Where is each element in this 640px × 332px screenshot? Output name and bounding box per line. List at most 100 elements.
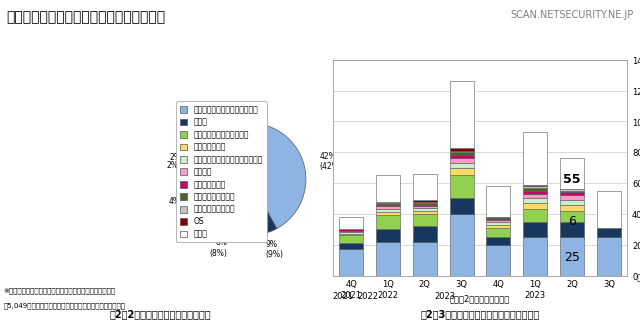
Text: 3%: 3% bbox=[0, 331, 1, 332]
Bar bbox=[413, 242, 436, 276]
Text: 55: 55 bbox=[563, 174, 580, 187]
Bar bbox=[413, 214, 436, 226]
Text: 25: 25 bbox=[564, 251, 580, 264]
Text: 2%: 2% bbox=[0, 331, 1, 332]
Bar bbox=[486, 218, 510, 220]
Bar bbox=[524, 194, 547, 199]
Text: 図2－3．四半期ごとの製品種類別届出件数: 図2－3．四半期ごとの製品種類別届出件数 bbox=[420, 309, 540, 319]
Bar bbox=[450, 175, 474, 199]
Bar bbox=[597, 228, 621, 237]
Bar bbox=[413, 200, 436, 202]
Bar bbox=[524, 222, 547, 237]
Bar bbox=[486, 228, 510, 237]
Bar bbox=[560, 211, 584, 222]
Wedge shape bbox=[246, 179, 276, 236]
Bar bbox=[524, 186, 547, 188]
Text: ソフトウェア製品の製品種類別の届出状況: ソフトウェア製品の製品種類別の届出状況 bbox=[6, 10, 166, 24]
Text: ※その他には、データベース、携帯機器などがあります。: ※その他には、データベース、携帯機器などがあります。 bbox=[3, 287, 115, 294]
Bar bbox=[339, 229, 363, 231]
Bar bbox=[450, 148, 474, 151]
Text: 2%: 2% bbox=[167, 161, 179, 170]
Bar bbox=[486, 225, 510, 228]
Bar bbox=[450, 158, 474, 163]
Bar bbox=[560, 205, 584, 211]
Bar bbox=[560, 196, 584, 200]
Legend: ウェブアプリケーションソフト, ルータ, スマートフォン向けアプリ, グループウェア, アプリケーション開発・実行環境, 情報家電, ウェブブラウザ, ファイル: ウェブアプリケーションソフト, ルータ, スマートフォン向けアプリ, グループウ… bbox=[176, 102, 267, 242]
Text: 5%: 5% bbox=[190, 229, 202, 238]
Wedge shape bbox=[220, 179, 250, 235]
Bar bbox=[560, 158, 584, 189]
Bar bbox=[413, 226, 436, 242]
Text: 6: 6 bbox=[568, 215, 576, 228]
Bar bbox=[376, 205, 400, 206]
Bar bbox=[450, 168, 474, 175]
Bar bbox=[376, 215, 400, 229]
Bar bbox=[524, 191, 547, 194]
Text: （過去2年間の届出内訳）: （過去2年間の届出内訳） bbox=[450, 295, 510, 304]
Bar bbox=[450, 81, 474, 148]
Text: 42%
(42%): 42% (42%) bbox=[319, 152, 342, 171]
Bar bbox=[450, 214, 474, 276]
Bar bbox=[524, 185, 547, 186]
Wedge shape bbox=[195, 159, 250, 179]
Bar bbox=[560, 222, 584, 237]
Bar bbox=[450, 163, 474, 168]
Bar bbox=[524, 209, 547, 222]
Wedge shape bbox=[195, 179, 250, 203]
Bar bbox=[560, 192, 584, 196]
Text: SCAN.NETSECURITY.NE.JP: SCAN.NETSECURITY.NE.JP bbox=[510, 10, 634, 20]
Text: 4%: 4% bbox=[169, 197, 181, 206]
Bar bbox=[413, 174, 436, 200]
Text: 2021: 2021 bbox=[332, 292, 353, 301]
Text: 4%: 4% bbox=[177, 213, 189, 222]
Text: 8%
(8%): 8% (8%) bbox=[209, 238, 227, 258]
Bar bbox=[450, 199, 474, 214]
Bar bbox=[339, 231, 363, 232]
Bar bbox=[339, 249, 363, 276]
Bar bbox=[376, 242, 400, 276]
Bar bbox=[560, 189, 584, 191]
Bar bbox=[450, 152, 474, 155]
Wedge shape bbox=[206, 179, 250, 227]
Bar bbox=[486, 245, 510, 276]
Bar bbox=[339, 234, 363, 235]
Bar bbox=[597, 191, 621, 228]
Bar bbox=[524, 199, 547, 203]
Text: 2022: 2022 bbox=[358, 292, 378, 301]
Text: 2023: 2023 bbox=[434, 292, 456, 301]
Bar bbox=[450, 155, 474, 158]
Bar bbox=[376, 175, 400, 202]
Bar bbox=[486, 220, 510, 222]
Bar bbox=[524, 132, 547, 185]
Bar bbox=[413, 211, 436, 214]
Bar bbox=[339, 235, 363, 243]
Bar bbox=[413, 202, 436, 203]
Bar bbox=[486, 222, 510, 225]
Bar bbox=[413, 206, 436, 208]
Bar bbox=[376, 203, 400, 205]
Bar bbox=[524, 188, 547, 191]
Text: （5,049件の内訳、グラフの括弧内は前四半期までの数字）: （5,049件の内訳、グラフの括弧内は前四半期までの数字） bbox=[3, 302, 125, 309]
Text: 9%
(9%): 9% (9%) bbox=[266, 240, 284, 259]
Text: 図2－2．届出累計の製品種類別割合: 図2－2．届出累計の製品種類別割合 bbox=[109, 309, 211, 319]
Bar bbox=[339, 243, 363, 249]
Bar bbox=[376, 209, 400, 212]
Bar bbox=[376, 229, 400, 242]
Bar bbox=[339, 217, 363, 229]
Bar bbox=[339, 232, 363, 234]
Bar bbox=[486, 237, 510, 245]
Bar bbox=[524, 203, 547, 209]
Wedge shape bbox=[198, 179, 250, 215]
Wedge shape bbox=[197, 123, 250, 179]
Bar bbox=[597, 237, 621, 276]
Bar bbox=[450, 151, 474, 152]
Bar bbox=[376, 202, 400, 203]
Bar bbox=[560, 191, 584, 192]
Bar bbox=[413, 203, 436, 205]
Wedge shape bbox=[193, 172, 250, 179]
Text: 19%: 19% bbox=[193, 115, 209, 124]
Bar bbox=[376, 212, 400, 215]
Bar bbox=[413, 205, 436, 206]
Bar bbox=[413, 208, 436, 211]
Bar bbox=[560, 237, 584, 276]
